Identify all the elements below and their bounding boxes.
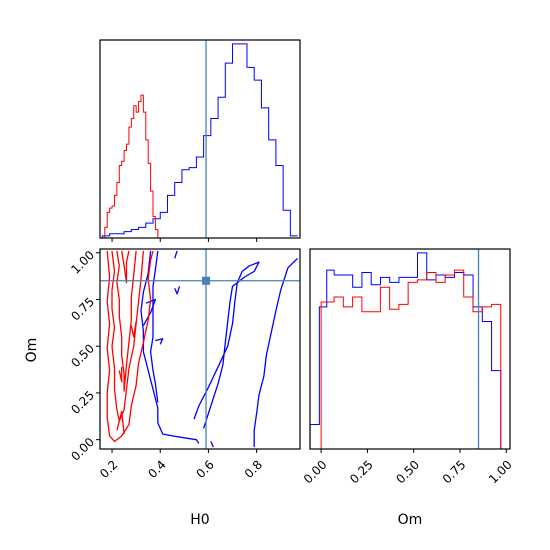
joint-x-tick-label: 0.8 <box>242 458 265 481</box>
joint-x-axis-label: H0 <box>190 512 209 528</box>
joint-y-tick-label: 0.50 <box>68 341 97 370</box>
joint-red-contour-2 <box>116 250 137 392</box>
joint-blue-contour-0 <box>140 250 200 444</box>
joint-frame <box>99 248 301 450</box>
h0-om-joint-contour-panel: 0.2 0.4 0.6 0.8 0.00 0.25 0.50 0.75 1.00 <box>68 248 301 481</box>
joint-x-tick-label: 0.4 <box>145 458 168 481</box>
om-hist-x-tick-label: 1.00 <box>486 458 515 487</box>
h0-hist-frame <box>99 39 301 239</box>
joint-blue-contour-2 <box>253 257 299 448</box>
joint-red-contour-5 <box>118 366 123 383</box>
h0-hist-series-red-step <box>104 94 161 238</box>
joint-red-contour-3 <box>121 250 130 284</box>
joint-truth-marker <box>202 276 211 285</box>
joint-y-tick-label: 1.00 <box>68 248 97 277</box>
joint-x-tick-label: 0.2 <box>97 458 120 481</box>
h0-marginal-histogram-panel <box>99 39 301 242</box>
joint-blue-contour-1 <box>149 250 159 403</box>
om-marginal-histogram-panel: 0.00 0.25 0.50 0.75 1.00 <box>301 248 515 487</box>
joint-y-tick-label: 0.75 <box>68 295 97 324</box>
joint-y-tick-label: 0.00 <box>68 435 97 464</box>
om-hist-x-tick-label: 0.00 <box>301 458 330 487</box>
om-hist-x-tick-label: 0.25 <box>347 458 376 487</box>
om-hist-x-tick-label: 0.75 <box>440 458 469 487</box>
joint-y-tick-label: 0.25 <box>68 388 97 417</box>
joint-x-tick-label: 0.6 <box>194 458 217 481</box>
joint-red-contour-4 <box>116 410 125 435</box>
joint-y-axis-label: Om <box>24 338 40 363</box>
om-hist-x-tick-label: 0.50 <box>393 458 422 487</box>
joint-blue-contour-5 <box>155 338 164 345</box>
joint-red-contour-0 <box>106 250 154 443</box>
joint-blue-contour-8 <box>210 441 214 448</box>
joint-blue-contour-3 <box>193 261 260 429</box>
om-hist-frame <box>309 248 511 450</box>
joint-red-contour-1 <box>111 250 145 422</box>
joint-red-contour-6 <box>130 321 137 338</box>
om-hist-x-axis-label: Om <box>398 512 423 528</box>
joint-blue-contour-6 <box>174 286 181 295</box>
h0-hist-series-blue-step <box>101 43 298 238</box>
om-hist-series-red-step <box>320 269 510 449</box>
joint-blue-contour-7 <box>174 250 178 259</box>
